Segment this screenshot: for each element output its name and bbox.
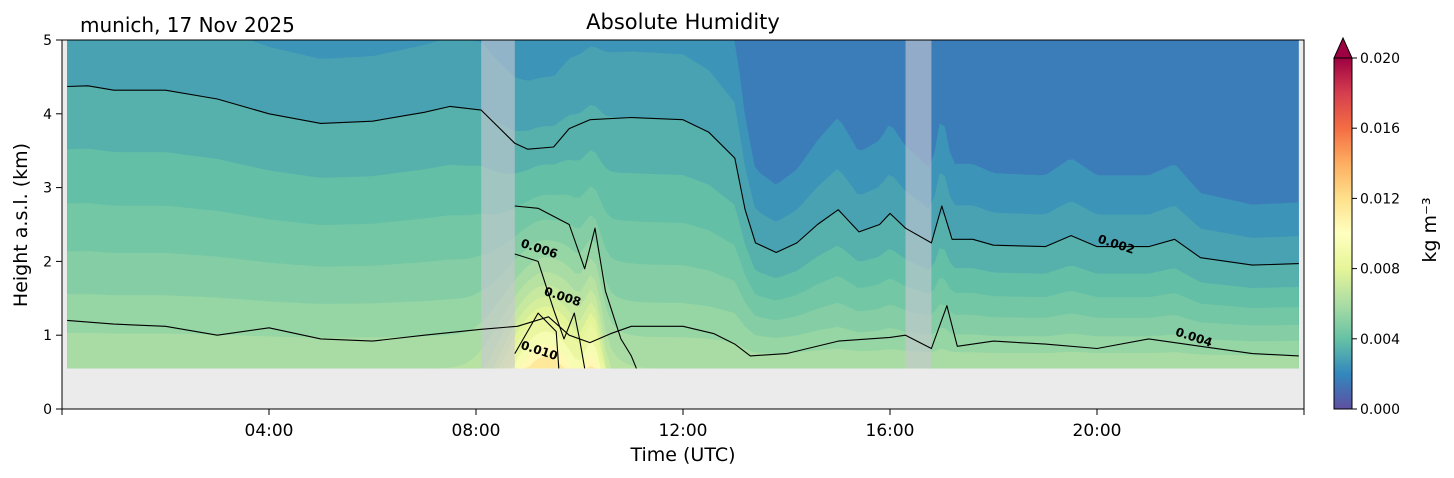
y-tick-label: 1 [43, 328, 52, 344]
humidity-field [67, 40, 1299, 369]
colorbar-gradient [1333, 57, 1353, 410]
contour-line [67, 85, 1299, 266]
x-tick-label: 08:00 [452, 421, 501, 441]
data-gap-band [481, 40, 515, 369]
x-tick-label: 04:00 [245, 421, 294, 441]
contour-line [514, 205, 637, 369]
y-axis-label: Height a.s.l. (km) [10, 142, 32, 308]
colorbar-extend-arrow [1333, 36, 1353, 59]
colorbar: 0.000 0.004 0.008 0.012 0.016 0.020 [1333, 36, 1400, 418]
x-tick-label: 16:00 [866, 421, 915, 441]
colorbar-tick-label: 0.000 [1360, 402, 1400, 418]
contour-line [514, 253, 586, 369]
x-tick-label: 12:00 [659, 421, 708, 441]
x-axis: 04:00 08:00 12:00 16:00 20:00 [61, 409, 1305, 441]
humidity-band [67, 238, 1299, 369]
y-axis: 0 1 2 3 4 5 [43, 33, 62, 418]
contour-line [67, 305, 1299, 357]
contour-line [514, 312, 560, 369]
x-axis-label: Time (UTC) [630, 444, 736, 466]
y-tick-label: 5 [43, 33, 52, 49]
chart-title: Absolute Humidity [586, 10, 780, 34]
colorbar-label: kg m⁻³ [1419, 197, 1441, 263]
y-tick-label: 3 [43, 181, 52, 197]
data-gap-band [905, 40, 932, 369]
colorbar-tick-label: 0.008 [1360, 262, 1400, 278]
x-tick-label: 20:00 [1073, 421, 1122, 441]
y-tick-label: 2 [43, 254, 52, 270]
colorbar-tick-label: 0.012 [1360, 191, 1400, 207]
data-gaps [481, 40, 932, 369]
site-date-label: munich, 17 Nov 2025 [80, 13, 295, 37]
colorbar-tick-label: 0.016 [1360, 121, 1400, 137]
y-tick-label: 0 [43, 402, 52, 418]
y-tick-label: 4 [43, 107, 52, 123]
colorbar-tick-label: 0.004 [1360, 332, 1400, 348]
colorbar-tick-label: 0.020 [1360, 51, 1400, 67]
